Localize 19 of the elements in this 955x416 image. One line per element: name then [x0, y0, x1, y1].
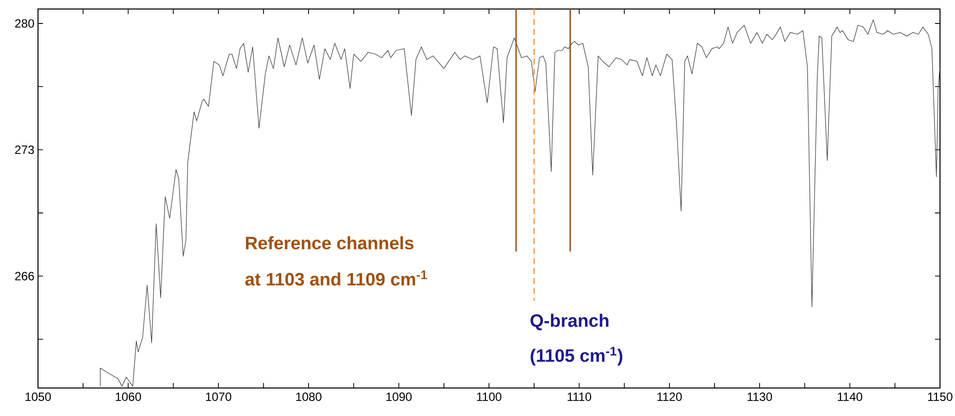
y-tick-label: 280	[15, 19, 34, 28]
x-tick-label: 1140	[838, 392, 862, 401]
x-tick-label: 1050	[26, 392, 51, 401]
annotation: Q-branch	[530, 314, 608, 330]
x-tick-label: 1130	[748, 392, 772, 401]
x-tick-label: 1090	[386, 392, 412, 401]
x-tick-label: 1150	[928, 392, 952, 401]
y-tick-label: 266	[15, 272, 34, 280]
annotation: at 1103 and 1109 cm$^{-1}$	[245, 270, 428, 286]
x-tick-label: 1080	[296, 392, 322, 401]
x-tick-label: 1070	[206, 392, 232, 401]
line-series	[100, 20, 940, 386]
x-tick-label: 1120	[657, 392, 682, 401]
annotation: (1105 cm$^{-1}$)	[530, 346, 622, 366]
y-tick-label: 273	[15, 146, 34, 154]
x-tick-label: 1100	[477, 392, 502, 401]
annotation: Reference channels	[246, 236, 414, 250]
x-tick-label: 1060	[116, 392, 142, 401]
x-tick-label: 1110	[568, 392, 592, 401]
